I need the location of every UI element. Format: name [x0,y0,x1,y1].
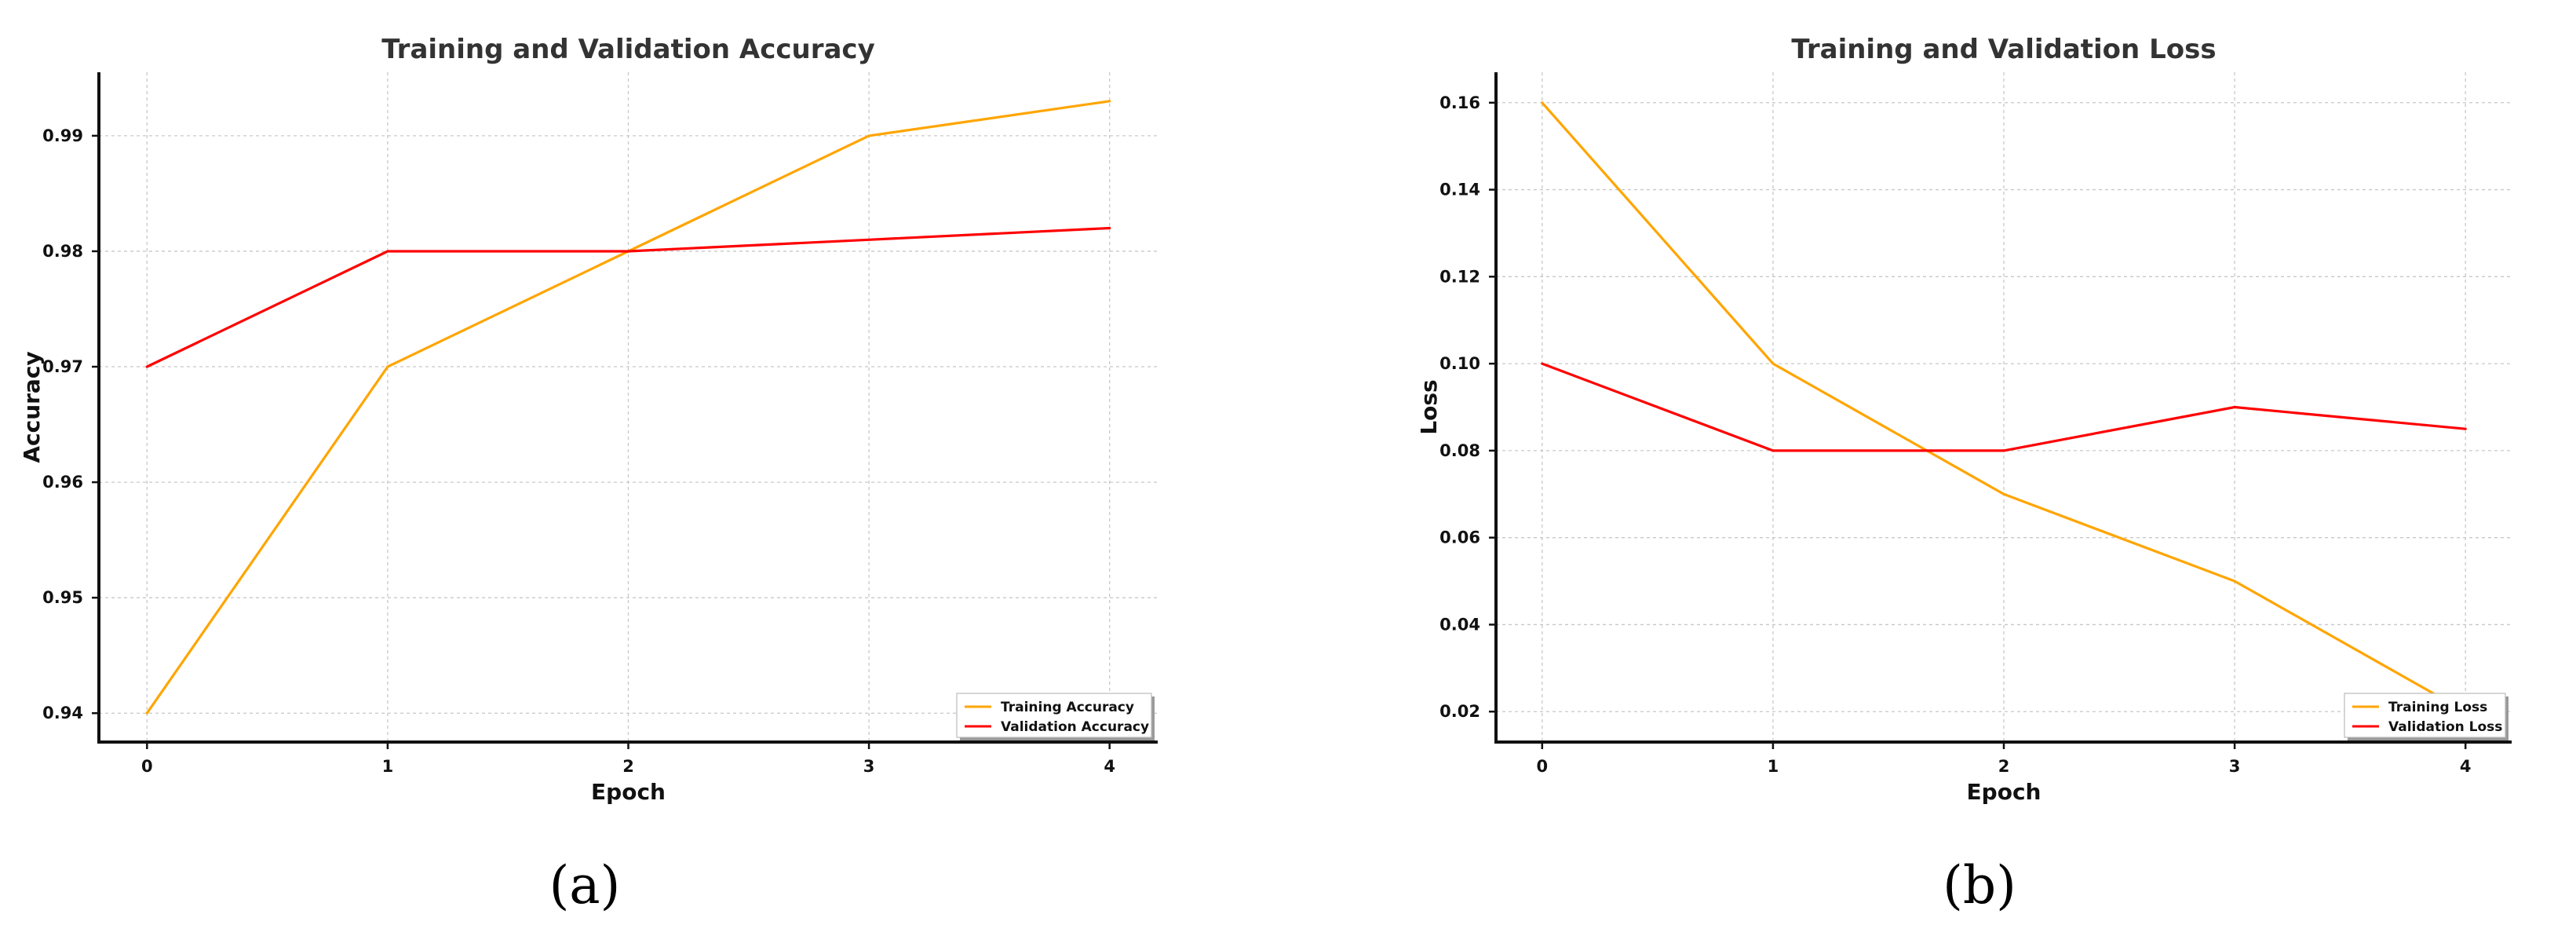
legend-label-1: Validation Loss [2388,719,2502,735]
loss-chart: 0.02 0.04 0.06 0.08 0.10 0.12 0.14 0.16 0 1 2 3 4 Tra… [1416,34,2512,916]
series-line-1 [1541,362,2467,452]
y-tick-label: 0.98 [42,242,83,261]
y-axis-label: Accuracy [19,351,45,463]
y-tick-label: 0.04 [1439,615,1480,634]
x-tick-label: 0 [1537,757,1549,776]
series-line-1 [145,226,1111,368]
x-tick-label: 1 [1768,757,1779,776]
legend-box [956,693,1152,738]
y-tick-label: 0.94 [42,704,83,722]
y-tick-label: 0.99 [42,126,83,145]
y-tick-label: 0.12 [1439,267,1480,286]
y-tick-label: 0.02 [1439,702,1480,721]
series-line-0 [1541,101,2467,713]
y-axis-label: Loss [1416,379,1442,434]
x-axis-label: Epoch [1967,779,2041,805]
x-tick-label: 3 [863,757,875,776]
accuracy-chart: 0.94 0.95 0.96 0.97 0.98 0.99 0 1 2 3 4 Training an… [19,34,1158,916]
y-tick-label: 0.97 [42,357,83,376]
legend-label-1: Validation Accuracy [1001,719,1149,735]
y-tick-label: 0.16 [1439,93,1480,112]
x-tick-label: 4 [1104,757,1115,776]
panel-label: (b) [1943,855,2016,916]
x-tick-label: 0 [141,757,153,776]
y-tick-label: 0.96 [42,473,83,492]
legend-label-0: Training Loss [2388,700,2487,715]
y-tick-label: 0.06 [1439,528,1480,547]
x-tick-label: 2 [1998,757,2010,776]
y-tick-label: 0.14 [1439,181,1480,199]
x-tick-label: 3 [2229,757,2241,776]
y-tick-label: 0.08 [1439,441,1480,460]
y-tick-label: 0.95 [42,588,83,607]
legend-label-0: Training Accuracy [1001,700,1134,715]
y-tick-label: 0.10 [1439,354,1480,373]
x-tick-label: 4 [2460,757,2472,776]
x-tick-label: 2 [622,757,634,776]
panel-label: (a) [549,855,621,916]
legend-box [2344,693,2506,738]
x-axis-label: Epoch [591,779,666,805]
chart-title: Training and Validation Accuracy [381,34,875,65]
chart-title: Training and Validation Loss [1791,34,2216,65]
x-tick-label: 1 [382,757,394,776]
